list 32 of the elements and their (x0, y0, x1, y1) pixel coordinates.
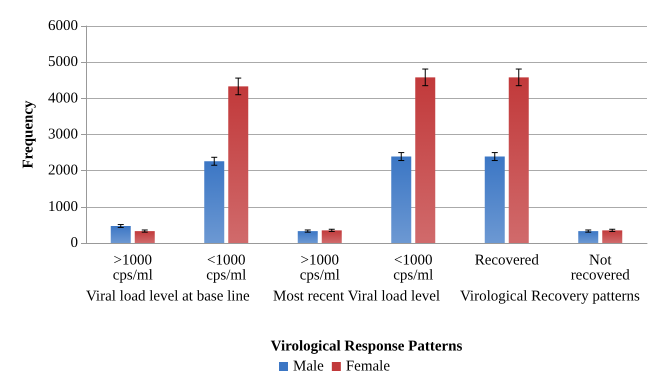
bar (322, 230, 342, 243)
bar (602, 230, 622, 243)
y-tick-label: 6000 (48, 18, 78, 34)
y-axis-title: Frequency (20, 100, 36, 169)
bar (578, 231, 598, 243)
y-tick-label: 0 (70, 235, 78, 251)
bar (415, 77, 436, 243)
x-tick-label: >1000 cps/ml (112, 252, 153, 284)
x-axis-title: Virological Response Patterns (270, 338, 462, 354)
x-tick-label: Recovered (474, 252, 540, 268)
bar (228, 86, 248, 243)
x-tick-label: <1000 cps/ml (206, 252, 246, 284)
bar (484, 156, 505, 243)
text: Viral load level at base line (86, 288, 250, 304)
y-tick-label: 4000 (48, 90, 78, 106)
bar (298, 231, 318, 243)
y-tick-label: 5000 (48, 54, 78, 70)
text: Most recent Viral load level (273, 288, 440, 304)
x-tick-label: <1000 cps/ml (393, 252, 434, 284)
bar (134, 231, 155, 243)
bar (508, 77, 529, 243)
y-tick-label: 3000 (48, 126, 78, 142)
legend-label: Male (293, 358, 324, 374)
text: Virological Recovery patterns (460, 288, 640, 304)
y-tick-label: 1000 (48, 198, 78, 215)
legend-label: Female (346, 358, 390, 374)
x-tick-label: Not recovered (570, 252, 630, 284)
bar (204, 161, 224, 243)
y-tick-label: 2000 (48, 162, 78, 179)
x-tick-label: >1000 cps/ml (300, 252, 340, 284)
bar (110, 226, 131, 243)
bar (391, 156, 412, 243)
